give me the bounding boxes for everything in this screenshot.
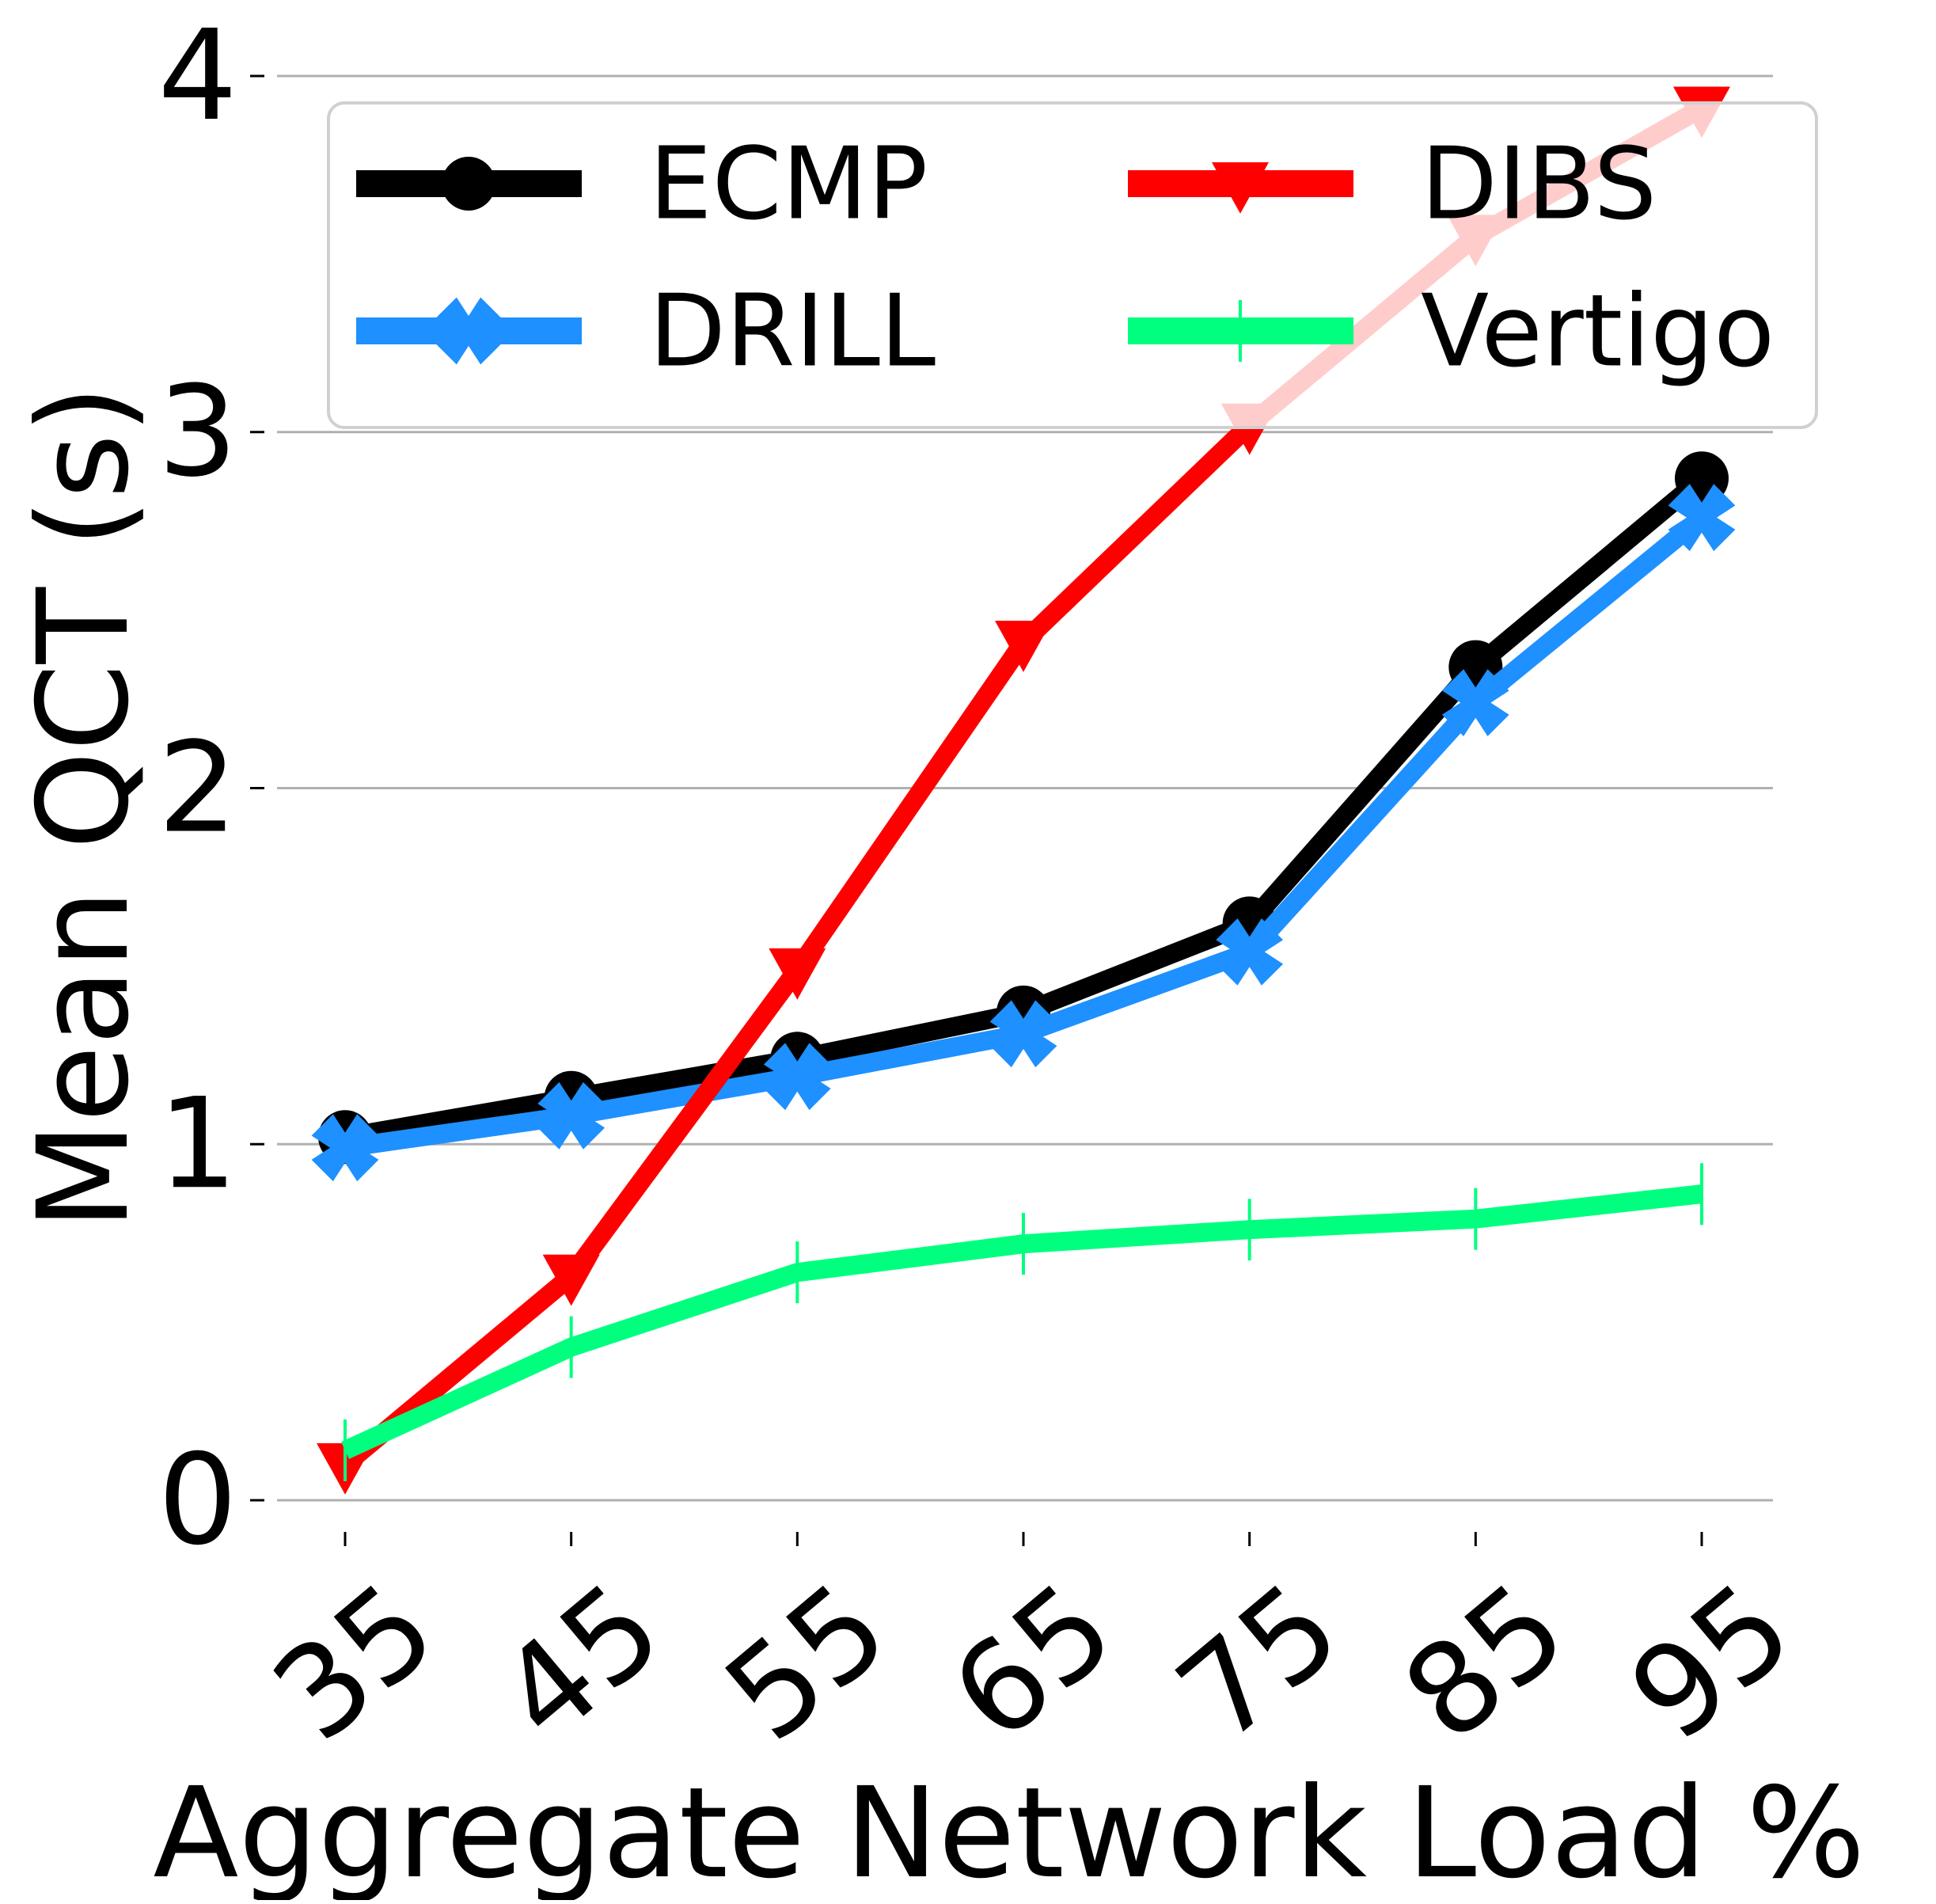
point-marker — [537, 1081, 605, 1150]
series-vertigo — [341, 1163, 1703, 1482]
point-marker — [995, 621, 1052, 672]
point-marker — [989, 1000, 1057, 1068]
y-tick-label: 2 — [158, 716, 237, 861]
legend-label: DRILL — [649, 273, 936, 390]
series-drill — [311, 484, 1736, 1182]
point-marker — [763, 1043, 831, 1111]
legend-label: ECMP — [649, 126, 928, 242]
x-tick-label: 65 — [925, 1556, 1141, 1769]
point-marker — [1668, 484, 1736, 552]
x-tick-label: 55 — [699, 1556, 914, 1769]
y-tick-label: 1 — [158, 1071, 237, 1217]
point-marker — [311, 1114, 379, 1182]
legend-frame — [327, 101, 1818, 429]
x-tick-label: 85 — [1377, 1556, 1592, 1769]
y-tick-label: 0 — [158, 1427, 237, 1573]
legend-label: DIBS — [1421, 126, 1657, 242]
x-axis-title: Aggregate Network Load % — [153, 1761, 1865, 1900]
legend-item-ecmp: ECMP — [356, 126, 928, 242]
x-tick-label: 35 — [247, 1556, 462, 1769]
grid-lines — [277, 74, 1773, 1502]
y-tick-label: 3 — [158, 359, 237, 505]
series-ecmp — [318, 451, 1729, 1165]
point-marker — [769, 948, 826, 1000]
x-tick-label: 75 — [1152, 1556, 1367, 1769]
legend-label: Vertigo — [1421, 273, 1775, 390]
point-marker — [1216, 918, 1284, 986]
y-axis-title: Mean QCT (s) — [11, 385, 157, 1230]
series-line — [344, 510, 1708, 1157]
legend-item-vertigo: Vertigo — [1128, 273, 1775, 390]
x-tick-label: 45 — [473, 1556, 689, 1769]
point-marker — [442, 157, 495, 211]
x-tick-label: 95 — [1604, 1556, 1819, 1769]
point-marker — [435, 297, 503, 365]
point-marker — [542, 1254, 600, 1306]
y-tick-label: 4 — [158, 3, 237, 149]
legend-item-drill: DRILL — [356, 273, 936, 390]
point-marker — [1441, 669, 1509, 736]
legend-item-dibs: DIBS — [1128, 126, 1657, 242]
legend: ECMP DRILL DIBS Vertigo — [327, 101, 1818, 429]
point-marker — [1212, 162, 1269, 214]
